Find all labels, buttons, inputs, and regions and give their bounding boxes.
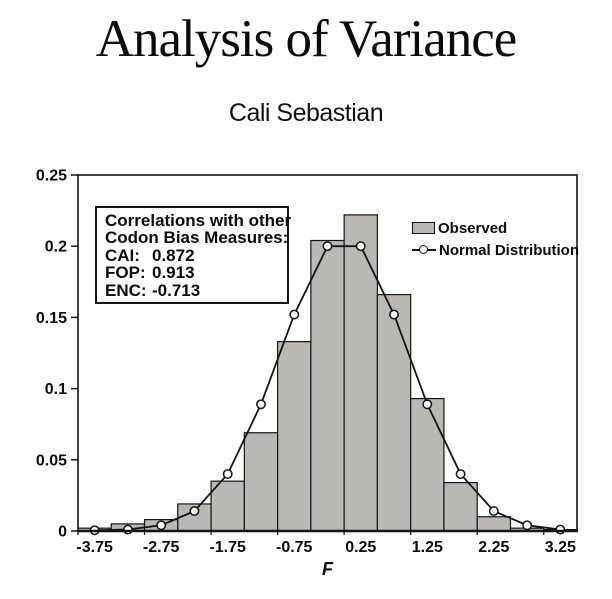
normal-distribution-marker [122,524,133,535]
annotation-row-cai: CAI: 0.872 [105,245,279,265]
normal-distribution-marker [189,506,200,517]
y-tick-label: 0.2 [45,239,67,256]
annotation-line: Codon Bias Measures: [105,228,289,248]
y-tick-label: 0.15 [36,310,67,327]
histogram-bar [443,481,478,532]
histogram-bar [410,397,445,532]
normal-distribution-marker [222,469,233,479]
annotation-row-enc: ENC: -0.713 [105,280,279,300]
normal-distribution-marker [555,524,566,535]
histogram-bar [343,214,378,532]
chart: 0 0.05 0.1 0.15 0.2 0.25 -3.75 -2.75 -1.75 -0.75 0… [0,155,612,599]
measure-label: CAI: [105,245,140,265]
annotation-row-fop: FOP: 0.913 [105,263,279,283]
measure-label: ENC: [105,280,147,300]
normal-distribution-marker [389,309,399,320]
measure-value: 0.872 [152,245,195,265]
normal-distribution-marker [322,241,333,252]
x-tick-label: -3.75 [76,539,113,556]
y-tick-label: 0.05 [36,452,67,469]
histogram-bar [277,341,312,532]
legend-label: Observed [438,219,508,237]
y-tick-label: 0.1 [45,381,67,398]
histogram-bar [210,480,245,532]
bar-swatch-icon [412,222,435,234]
page-title: Analysis of Variance [95,10,518,68]
normal-distribution-marker [289,309,300,320]
x-tick-label: -2.75 [143,539,180,556]
y-tick-label: 0.25 [36,168,67,185]
histogram-bar [243,432,279,532]
normal-distribution-marker [355,241,366,252]
legend-item-observed: Observed [412,219,579,237]
annotation-line: Correlations with other [105,211,292,230]
histogram-bar [376,294,412,532]
author-subtitle: Cali Sebastian [228,99,384,127]
x-tick-label: 3.25 [545,539,576,556]
x-tick-label: 2.25 [478,539,509,556]
y-tick-label: 0 [58,524,67,541]
x-tick-label: -0.75 [276,539,313,556]
normal-distribution-marker [422,399,433,410]
measure-value: -0.713 [152,280,201,300]
histogram-chart: 0 0.05 0.1 0.15 0.2 0.25 -3.75 -2.75 -1.75 -0.75 0… [36,168,578,556]
legend: Observed Normal Distribution [412,220,579,264]
histogram-bar [476,516,512,532]
x-axis-title: F [322,559,333,579]
x-tick-label: 1.25 [412,539,443,556]
measure-label: FOP: [105,263,146,283]
histogram-bar [310,239,345,532]
normal-distribution-marker [156,520,167,531]
legend-label: Normal Distribution [439,241,580,259]
x-tick-label: -1.75 [209,539,246,556]
normal-distribution-marker [256,399,266,410]
normal-distribution-marker [488,506,499,517]
measure-value: 0.913 [152,263,195,283]
x-tick-label: 0.25 [345,539,376,556]
annotation-box: Correlations with other Codon Bias Measu… [95,206,292,304]
normal-distribution-marker [522,520,533,531]
line-marker-icon [412,245,436,254]
legend-item-normal-distribution: Normal Distribution [412,241,580,259]
normal-distribution-marker [455,469,466,479]
